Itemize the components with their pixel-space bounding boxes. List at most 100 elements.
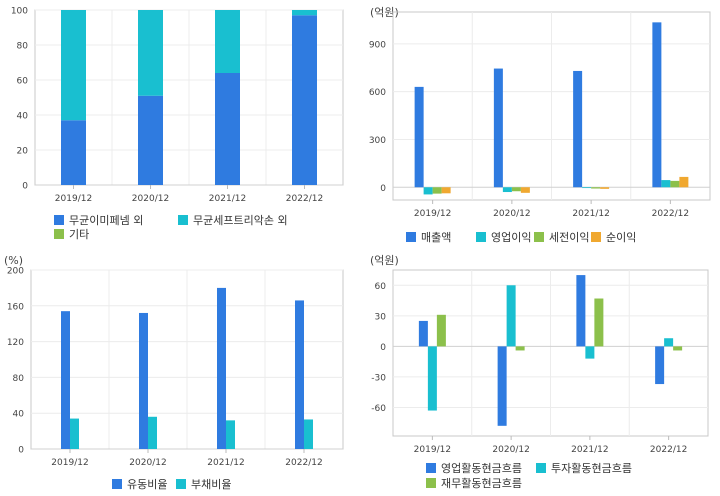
x-tick-label: 2022/12 <box>650 445 687 455</box>
legend-swatch <box>426 463 436 473</box>
y-tick-label: 100 <box>11 7 28 17</box>
legend-label: 투자활동현금흐름 <box>551 462 632 475</box>
bar <box>61 10 86 121</box>
bar <box>497 346 507 426</box>
x-tick-label: 2020/12 <box>493 209 530 219</box>
y-tick-label: 120 <box>7 338 24 348</box>
y-tick-label: 80 <box>17 42 29 52</box>
legend-item: 투자활동현금흐름 <box>536 460 632 476</box>
bar <box>427 346 437 411</box>
legend-swatch <box>591 232 601 242</box>
y-tick-label: 30 <box>375 312 387 322</box>
legend-swatch <box>426 478 436 488</box>
x-tick-label: 2021/12 <box>572 209 609 219</box>
legend-item: 무균세프트리악손 외 <box>178 212 288 228</box>
chart-plot: 0 300 600 900 2019/12 2020/12 2021/12 2022/12 <box>369 11 711 219</box>
x-tick-label: 2022/12 <box>652 209 689 219</box>
chart-income: (억원) 0 300 600 900 2019/12 2020/12 2021/12 2022… <box>360 0 720 248</box>
bar <box>423 187 433 195</box>
bar <box>670 180 680 188</box>
x-tick-label: 2019/12 <box>51 458 88 468</box>
bar <box>673 346 683 351</box>
y-tick-label: 40 <box>13 410 25 420</box>
y-tick-label: 300 <box>369 136 386 146</box>
bar <box>292 10 317 16</box>
chart-product-mix: 0 20 40 60 80 100 2019/12 2020/12 2021/12 2022/12… <box>0 0 360 248</box>
chart-unit-label: (억원) <box>370 6 399 19</box>
y-tick-label: 60 <box>375 282 387 292</box>
legend-swatch <box>176 479 186 489</box>
bar <box>436 314 446 347</box>
bar <box>148 416 157 449</box>
bar <box>582 187 592 189</box>
bar <box>585 346 595 359</box>
legend-swatch <box>54 229 64 239</box>
legend-item: 무균이미페넴 외 <box>54 212 143 228</box>
chart-legend: 유동비율 부채비율 <box>112 476 352 494</box>
bar <box>61 311 70 449</box>
bar <box>138 95 163 185</box>
bar <box>226 420 235 449</box>
legend-label: 재무활동현금흐름 <box>441 477 522 490</box>
bar <box>664 338 674 347</box>
legend-label: 무균세프트리악손 외 <box>193 214 288 227</box>
bar <box>493 68 503 188</box>
legend-label: 무균이미페넴 외 <box>69 214 144 227</box>
legend-label: 순이익 <box>606 231 637 244</box>
bar <box>70 418 79 449</box>
bar <box>502 187 512 193</box>
legend-swatch <box>536 463 546 473</box>
chart-plot: 0 20 40 60 80 100 2019/12 2020/12 2021/12 2022/12 <box>11 7 344 204</box>
legend-label: 영업이익 <box>491 231 532 244</box>
bar <box>138 10 163 96</box>
legend-swatch <box>476 232 486 242</box>
y-tick-label: 900 <box>369 40 386 50</box>
y-tick-label: 60 <box>17 77 29 87</box>
bar <box>511 187 521 192</box>
y-tick-label: 80 <box>13 374 25 384</box>
legend-swatch <box>54 215 64 225</box>
x-tick-label: 2022/12 <box>286 194 323 204</box>
x-tick-label: 2020/12 <box>129 458 166 468</box>
legend-label: 유동비율 <box>127 478 168 491</box>
bar <box>576 275 586 347</box>
bar <box>215 73 240 185</box>
x-tick-label: 2019/12 <box>55 194 92 204</box>
chart-ratios: (%) 0 40 80 120 160 200 2019/12 2020/12 2021/12 2… <box>0 248 360 496</box>
chart-plot: -60 -30 0 30 60 2019/12 2020/12 2021/12 2022/12 <box>371 269 709 455</box>
x-tick-label: 2021/12 <box>207 458 244 468</box>
bar <box>652 22 662 188</box>
bar <box>414 86 424 188</box>
x-tick-label: 2021/12 <box>571 445 608 455</box>
bar <box>655 346 665 385</box>
bar <box>591 187 601 189</box>
bar <box>217 287 226 449</box>
y-tick-label: 160 <box>7 302 24 312</box>
chart-legend: 매출액 영업이익 세전이익 순이익 <box>406 229 716 247</box>
chart-unit-label: (%) <box>4 254 24 267</box>
bar <box>139 312 148 449</box>
legend-item: 세전이익 <box>534 229 589 245</box>
y-tick-label: 0 <box>22 182 28 192</box>
bar <box>520 187 530 193</box>
legend-label: 기타 <box>69 228 90 241</box>
legend-swatch <box>534 232 544 242</box>
bar <box>418 320 428 347</box>
legend-item: 재무활동현금흐름 <box>426 475 522 491</box>
legend-item: 유동비율 <box>112 476 167 492</box>
legend-swatch <box>112 479 122 489</box>
bar <box>506 285 516 347</box>
bar <box>573 70 583 188</box>
legend-swatch <box>406 232 416 242</box>
bar <box>295 300 304 449</box>
x-tick-label: 2019/12 <box>414 445 451 455</box>
legend-item: 영업활동현금흐름 <box>426 460 522 476</box>
legend-item: 순이익 <box>591 229 636 245</box>
legend-item: 기타 <box>54 226 89 242</box>
y-tick-label: 0 <box>18 446 24 456</box>
x-tick-label: 2019/12 <box>414 209 451 219</box>
chart-unit-label: (억원) <box>370 254 399 267</box>
bar <box>600 187 610 189</box>
bar <box>61 120 86 185</box>
